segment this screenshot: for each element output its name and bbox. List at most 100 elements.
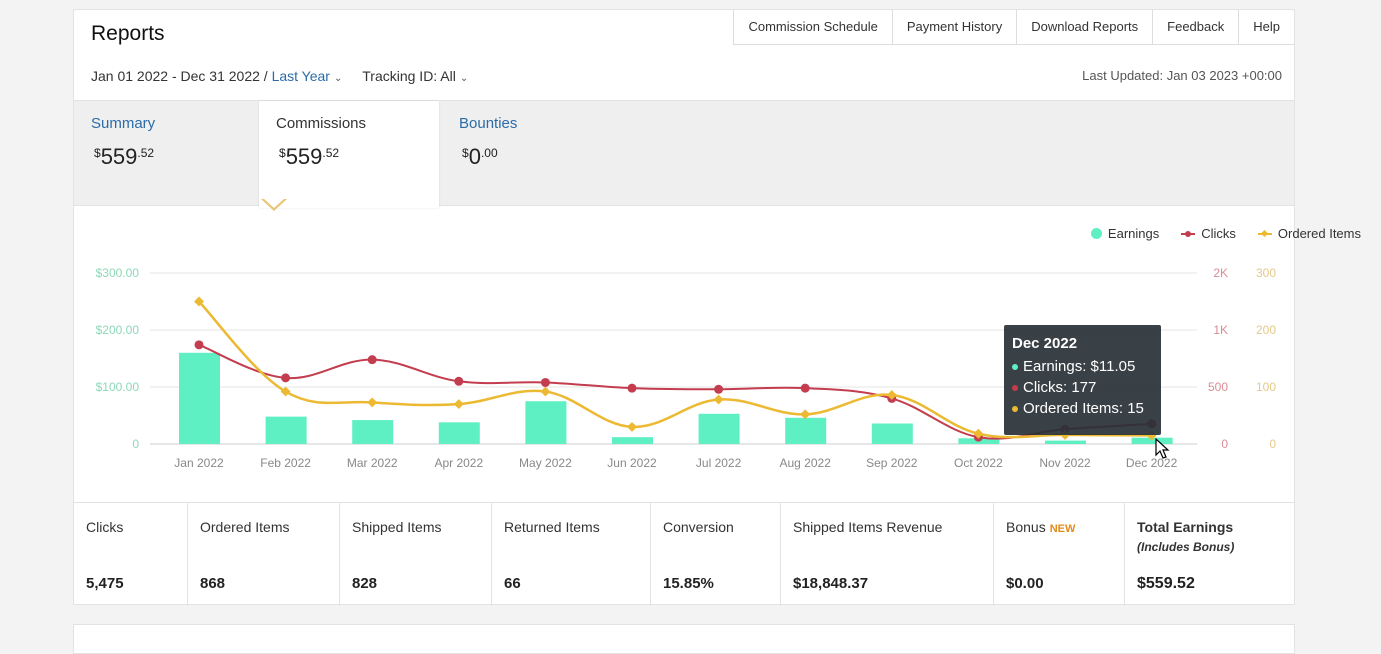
line-clicks (198, 343, 1152, 440)
commission-schedule-link[interactable]: Commission Schedule (734, 10, 893, 44)
bar-earnings (265, 416, 307, 444)
bar-earnings (871, 423, 913, 444)
stat-value: $18,848.37 (793, 575, 869, 592)
payment-history-link[interactable]: Payment History (893, 10, 1018, 44)
stat-bonus: Bonus NEW $0.00 (994, 503, 1125, 606)
bar-earnings (785, 417, 827, 444)
point-clicks (367, 355, 377, 365)
point-clicks (194, 340, 204, 350)
bar-earnings (179, 352, 220, 444)
point-ordered-items (800, 409, 811, 420)
point-clicks (281, 373, 291, 383)
legend-ordered-items[interactable]: Ordered Items (1257, 226, 1361, 241)
stat-label: Bonus NEW (1006, 519, 1076, 535)
x-tick-label: Sep 2022 (866, 456, 918, 470)
tab-commissions[interactable]: Commissions $559.52 (259, 101, 439, 208)
bar-earnings (352, 420, 394, 444)
stat-conversion: Conversion 15.85% (651, 503, 781, 606)
tooltip-earnings: Earnings: $11.05 (1012, 358, 1153, 375)
x-tick-label: May 2022 (519, 456, 572, 470)
tooltip-ordered: Ordered Items: 15 (1012, 400, 1153, 417)
active-tab-caret (261, 198, 287, 211)
left-tick-label: $100.00 (96, 380, 140, 394)
tooltip-clicks: Clicks: 177 (1012, 379, 1153, 396)
chart-tooltip: Dec 2022 Earnings: $11.05 Clicks: 177 Or… (1004, 325, 1161, 435)
point-ordered-items (627, 421, 637, 432)
download-reports-link[interactable]: Download Reports (1017, 10, 1154, 44)
x-tick-label: Jun 2022 (607, 456, 657, 470)
circle-icon (1090, 228, 1102, 239)
feedback-link[interactable]: Feedback (1153, 10, 1240, 44)
point-clicks (627, 383, 637, 393)
point-clicks (540, 377, 550, 387)
tab-summary[interactable]: Summary $559.52 (74, 101, 254, 205)
tab-bounties[interactable]: Bounties $0.00 (442, 101, 622, 205)
stat-label: Clicks (86, 519, 124, 535)
point-clicks (714, 384, 724, 394)
left-tick-label: $300.00 (96, 266, 140, 280)
bar-earnings (438, 422, 480, 444)
stat-sublabel: (Includes Bonus) (1137, 540, 1235, 554)
point-ordered-items (453, 399, 464, 410)
point-ordered-items (973, 428, 984, 439)
x-tick-label: Mar 2022 (347, 456, 398, 470)
x-tick-label: Jul 2022 (696, 456, 742, 470)
point-ordered-items (713, 394, 724, 405)
tooltip-title: Dec 2022 (1012, 335, 1078, 352)
bar-earnings (1131, 437, 1173, 444)
stat-clicks: Clicks 5,475 (74, 503, 188, 606)
period-dropdown[interactable]: Last Year ⌄ (272, 68, 343, 84)
stat-label: Ordered Items (200, 519, 290, 535)
top-nav: Commission Schedule Payment History Down… (733, 10, 1294, 45)
bar-earnings (698, 413, 740, 444)
help-link[interactable]: Help (1253, 19, 1280, 34)
stat-value: 828 (352, 575, 378, 592)
chevron-down-icon: ⌄ (459, 73, 469, 84)
tab-label: Bounties (459, 115, 518, 132)
tab-amount: $559.52 (94, 144, 155, 169)
legend-label: Clicks (1201, 226, 1236, 241)
filters-bar: Jan 01 2022 - Dec 31 2022 / Last Year ⌄ T… (91, 68, 468, 84)
stat-value: $559.52 (1137, 575, 1195, 592)
stat-label: Returned Items (504, 519, 600, 535)
new-badge: NEW (1049, 523, 1076, 535)
right-tick-label-ordered: 100 (1256, 380, 1276, 394)
legend-earnings[interactable]: Earnings (1090, 226, 1160, 241)
x-tick-label: Aug 2022 (780, 456, 832, 470)
line-marker-icon (1181, 229, 1196, 239)
stat-label: Conversion (663, 519, 734, 535)
point-ordered-items (886, 390, 897, 400)
stat-value: 868 (200, 575, 226, 592)
bar-earnings (525, 401, 567, 444)
point-clicks (800, 383, 810, 393)
point-clicks (454, 376, 464, 386)
point-ordered-items (540, 386, 551, 397)
legend-label: Earnings (1107, 226, 1160, 241)
line-marker-icon (1257, 229, 1272, 239)
left-tick-label: 0 (132, 437, 139, 451)
tracking-id-dropdown[interactable]: Tracking ID: All ⌄ (362, 68, 468, 84)
stat-value: $0.00 (1006, 575, 1044, 592)
x-tick-label: Jan 2022 (174, 456, 224, 470)
right-tick-label-ordered: 0 (1269, 437, 1276, 451)
stat-shipped-items: Shipped Items 828 (340, 503, 492, 606)
stat-value: 5,475 (86, 575, 124, 592)
stat-ordered-items: Ordered Items 868 (188, 503, 340, 606)
last-updated: Last Updated: Jan 03 2023 +00:00 (1082, 68, 1282, 83)
bar-earnings (612, 437, 653, 444)
point-ordered-items (280, 386, 291, 397)
stat-returned-items: Returned Items 66 (492, 503, 651, 606)
right-tick-label-clicks: 2K (1213, 266, 1228, 280)
mouse-cursor-icon (1155, 438, 1170, 459)
period-label: Last Year (271, 68, 330, 84)
point-ordered-items (194, 296, 204, 307)
page-title: Reports (91, 22, 165, 45)
point-ordered-items (367, 397, 378, 408)
tab-amount: $0.00 (462, 144, 498, 169)
legend-clicks[interactable]: Clicks (1181, 226, 1236, 241)
stat-total-earnings: Total Earnings (Includes Bonus) $559.52 (1125, 503, 1294, 606)
tab-label: Commissions (276, 115, 367, 132)
date-range: Jan 01 2022 - Dec 31 2022 / (91, 68, 268, 84)
right-tick-label-ordered: 200 (1256, 323, 1276, 337)
stat-label: Shipped Items (352, 519, 442, 535)
